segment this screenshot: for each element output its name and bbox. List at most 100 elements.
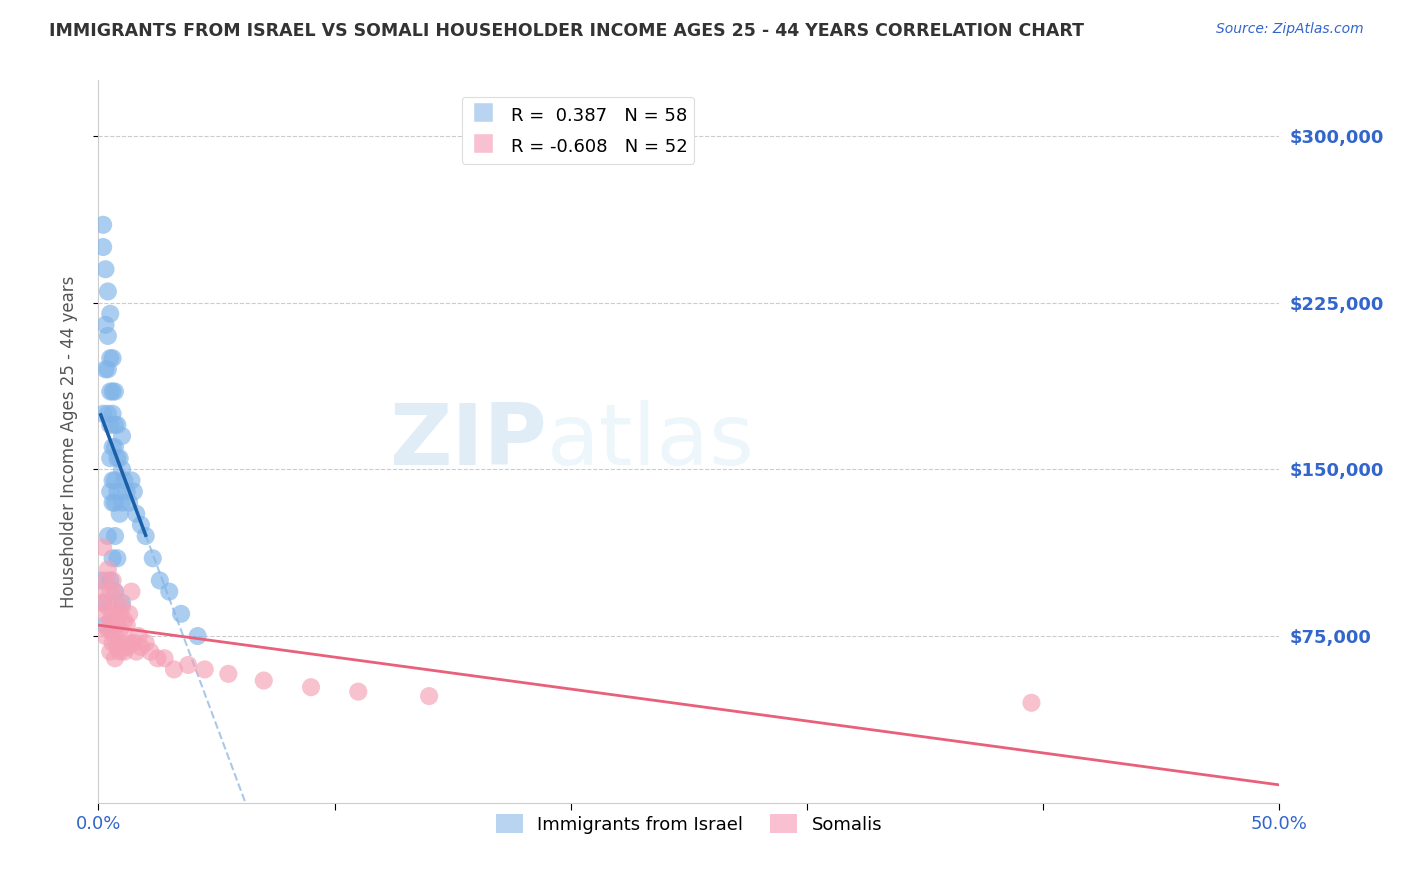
- Point: [139, 645, 162, 659]
- Point: [157, 584, 180, 599]
- Point: [91, 596, 114, 610]
- Point: [111, 429, 134, 443]
- Point: [105, 596, 128, 610]
- Point: [142, 551, 165, 566]
- Legend: Immigrants from Israel, Somalis: Immigrants from Israel, Somalis: [488, 807, 890, 841]
- Point: [112, 614, 135, 628]
- Point: [125, 645, 148, 659]
- Point: [187, 629, 209, 643]
- Point: [194, 662, 217, 676]
- Point: [129, 517, 152, 532]
- Point: [97, 362, 120, 376]
- Point: [94, 574, 117, 588]
- Point: [299, 680, 322, 694]
- Y-axis label: Householder Income Ages 25 - 44 years: Householder Income Ages 25 - 44 years: [59, 276, 77, 607]
- Point: [111, 636, 134, 650]
- Point: [97, 600, 120, 615]
- Point: [94, 618, 117, 632]
- Point: [97, 562, 120, 576]
- Point: [94, 362, 117, 376]
- Point: [98, 584, 121, 599]
- Point: [101, 351, 124, 366]
- Point: [105, 451, 128, 466]
- Point: [101, 636, 124, 650]
- Point: [101, 407, 124, 421]
- Point: [125, 507, 148, 521]
- Point: [153, 651, 176, 665]
- Point: [104, 614, 127, 628]
- Text: Source: ZipAtlas.com: Source: ZipAtlas.com: [1216, 22, 1364, 37]
- Point: [112, 645, 135, 659]
- Point: [98, 417, 121, 432]
- Point: [97, 329, 120, 343]
- Point: [105, 618, 128, 632]
- Point: [1021, 696, 1043, 710]
- Point: [101, 607, 124, 621]
- Point: [128, 629, 150, 643]
- Point: [90, 584, 112, 599]
- Text: IMMIGRANTS FROM ISRAEL VS SOMALI HOUSEHOLDER INCOME AGES 25 - 44 YEARS CORRELATI: IMMIGRANTS FROM ISRAEL VS SOMALI HOUSEHO…: [49, 22, 1084, 40]
- Point: [135, 636, 157, 650]
- Point: [129, 640, 152, 655]
- Point: [101, 440, 124, 454]
- Point: [90, 574, 112, 588]
- Point: [111, 462, 134, 476]
- Point: [122, 636, 145, 650]
- Point: [91, 240, 114, 254]
- Point: [146, 651, 169, 665]
- Point: [217, 666, 239, 681]
- Point: [91, 218, 114, 232]
- Point: [94, 318, 117, 332]
- Point: [108, 507, 131, 521]
- Point: [170, 607, 193, 621]
- Point: [104, 474, 127, 488]
- Point: [101, 384, 124, 399]
- Point: [105, 640, 128, 655]
- Point: [121, 584, 143, 599]
- Point: [177, 657, 200, 672]
- Point: [97, 529, 120, 543]
- Point: [94, 262, 117, 277]
- Point: [111, 600, 134, 615]
- Point: [112, 474, 135, 488]
- Point: [418, 689, 440, 703]
- Point: [347, 684, 370, 698]
- Point: [98, 623, 121, 637]
- Point: [97, 407, 120, 421]
- Point: [101, 496, 124, 510]
- Point: [101, 551, 124, 566]
- Point: [104, 584, 127, 599]
- Point: [108, 451, 131, 466]
- Point: [104, 384, 127, 399]
- Point: [94, 629, 117, 643]
- Point: [98, 484, 121, 499]
- Point: [111, 596, 134, 610]
- Point: [104, 584, 127, 599]
- Point: [98, 574, 121, 588]
- Point: [115, 640, 138, 655]
- Point: [98, 384, 121, 399]
- Point: [118, 636, 141, 650]
- Point: [91, 407, 114, 421]
- Point: [97, 285, 120, 299]
- Point: [111, 496, 134, 510]
- Point: [108, 645, 131, 659]
- Point: [98, 351, 121, 366]
- Point: [104, 651, 127, 665]
- Point: [118, 496, 141, 510]
- Point: [105, 484, 128, 499]
- Point: [104, 440, 127, 454]
- Point: [115, 484, 138, 499]
- Point: [121, 474, 143, 488]
- Point: [94, 607, 117, 621]
- Point: [101, 574, 124, 588]
- Point: [104, 417, 127, 432]
- Point: [108, 623, 131, 637]
- Point: [98, 645, 121, 659]
- Point: [108, 607, 131, 621]
- Point: [253, 673, 276, 688]
- Point: [101, 474, 124, 488]
- Point: [98, 451, 121, 466]
- Point: [163, 662, 186, 676]
- Point: [91, 540, 114, 554]
